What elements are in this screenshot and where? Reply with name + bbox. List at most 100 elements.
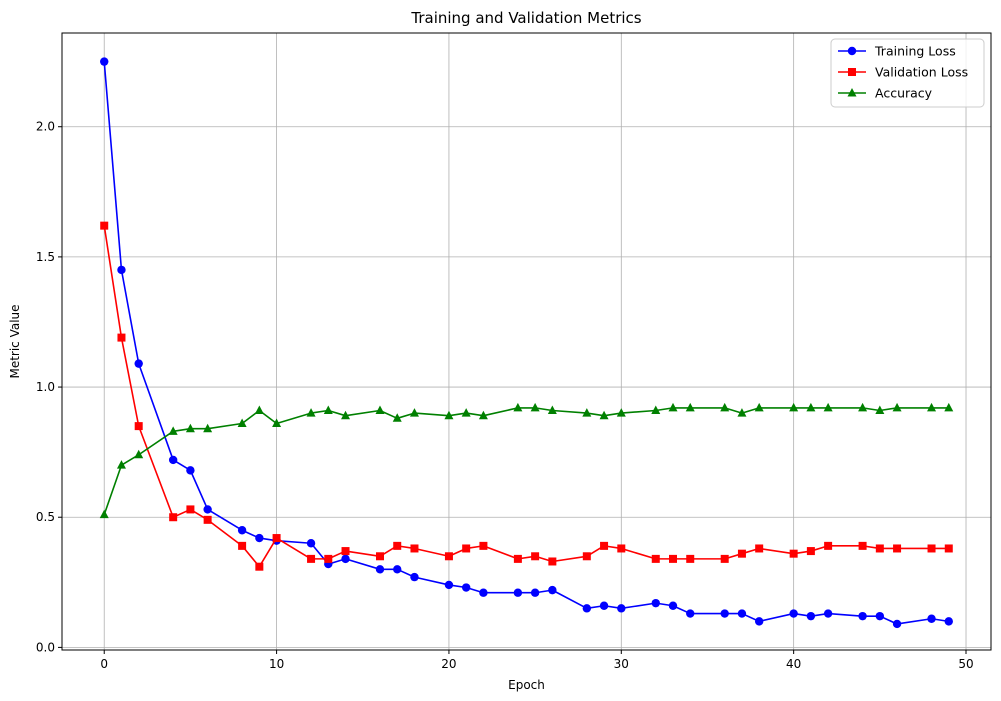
y-tick-label: 0.0 — [36, 640, 55, 654]
data-point — [306, 408, 316, 417]
data-point — [392, 413, 402, 422]
data-point — [944, 544, 953, 553]
data-point — [617, 544, 626, 553]
data-point — [375, 552, 384, 561]
x-tick-label: 0 — [100, 657, 108, 671]
data-point — [927, 402, 937, 412]
x-tick-label: 50 — [958, 657, 973, 671]
data-point — [858, 611, 867, 621]
data-point — [444, 552, 453, 561]
data-point — [651, 405, 661, 414]
legend-marker — [848, 68, 856, 76]
y-tick-label: 1.0 — [36, 380, 55, 394]
data-point — [927, 544, 936, 553]
data-point — [444, 410, 454, 420]
data-point — [409, 408, 419, 417]
data-point — [254, 405, 264, 414]
legend: Training Loss Validation Loss Accuracy — [830, 38, 985, 108]
data-point — [185, 423, 195, 433]
data-point — [168, 426, 178, 435]
data-point — [116, 460, 126, 469]
data-point — [341, 554, 350, 564]
x-tick-label: 40 — [786, 657, 801, 671]
data-point — [478, 410, 488, 420]
data-point — [824, 541, 833, 550]
data-point — [548, 585, 557, 595]
data-point — [306, 539, 316, 548]
data-point — [720, 402, 730, 412]
data-point — [255, 562, 264, 571]
data-point — [462, 544, 471, 553]
data-point — [513, 402, 523, 412]
data-point — [237, 526, 247, 535]
series-group — [99, 57, 954, 629]
data-point — [720, 554, 729, 563]
data-point — [616, 408, 626, 417]
data-point — [600, 541, 609, 550]
data-point — [530, 402, 540, 412]
data-point — [324, 554, 333, 563]
data-point — [806, 402, 816, 412]
x-tick-label: 30 — [614, 657, 629, 671]
legend-label: Training Loss — [874, 44, 956, 59]
data-point — [255, 533, 264, 543]
chart-title: Training and Validation Metrics — [410, 9, 641, 27]
data-point — [410, 572, 419, 582]
data-point — [858, 541, 867, 550]
legend-entry-accuracy: Accuracy — [838, 86, 933, 101]
data-point — [755, 544, 764, 553]
data-point — [875, 405, 885, 414]
data-point — [238, 541, 247, 550]
data-point — [686, 554, 695, 563]
y-axis-label: Metric Value — [8, 304, 22, 378]
data-point — [651, 598, 660, 608]
data-point — [599, 601, 609, 610]
data-point — [99, 509, 109, 519]
data-point — [341, 410, 351, 420]
data-point — [685, 402, 695, 412]
data-point — [393, 565, 402, 574]
legend-marker — [847, 46, 857, 56]
data-point — [513, 588, 523, 597]
data-point — [168, 455, 178, 465]
data-point — [134, 449, 144, 459]
legend-label: Accuracy — [875, 86, 933, 101]
data-point — [668, 601, 678, 610]
y-tick-label: 2.0 — [36, 120, 55, 134]
legend-entry-training-loss: Training Loss — [838, 44, 956, 59]
data-point — [927, 614, 936, 623]
series-training-loss — [100, 57, 953, 629]
data-point — [272, 534, 281, 543]
x-tick-label: 10 — [269, 657, 284, 671]
data-point — [806, 547, 815, 556]
data-point — [461, 408, 471, 417]
data-point — [892, 619, 902, 629]
data-point — [272, 418, 282, 428]
data-point — [479, 588, 488, 597]
data-point — [393, 541, 402, 550]
data-point — [513, 554, 522, 563]
data-point — [203, 423, 213, 433]
data-point — [375, 405, 385, 414]
data-point — [100, 57, 109, 66]
data-point — [117, 333, 126, 342]
data-point — [530, 588, 540, 597]
grid — [62, 33, 991, 650]
data-point — [117, 265, 126, 275]
data-point — [169, 513, 178, 522]
legend-box — [830, 38, 985, 108]
data-point — [875, 544, 884, 553]
data-point — [875, 611, 885, 621]
data-point — [461, 583, 471, 592]
data-point — [582, 604, 592, 613]
data-point — [134, 359, 143, 368]
data-point — [100, 221, 109, 230]
data-point — [375, 565, 385, 574]
legend-label: Validation Loss — [875, 65, 968, 80]
data-point — [203, 505, 212, 514]
axis-ticks: 0 10 20 30 40 50 0.0 0.5 1.0 1.5 2.0 — [36, 120, 974, 671]
data-point — [186, 505, 195, 514]
legend-entry-validation-loss: Validation Loss — [838, 65, 968, 80]
